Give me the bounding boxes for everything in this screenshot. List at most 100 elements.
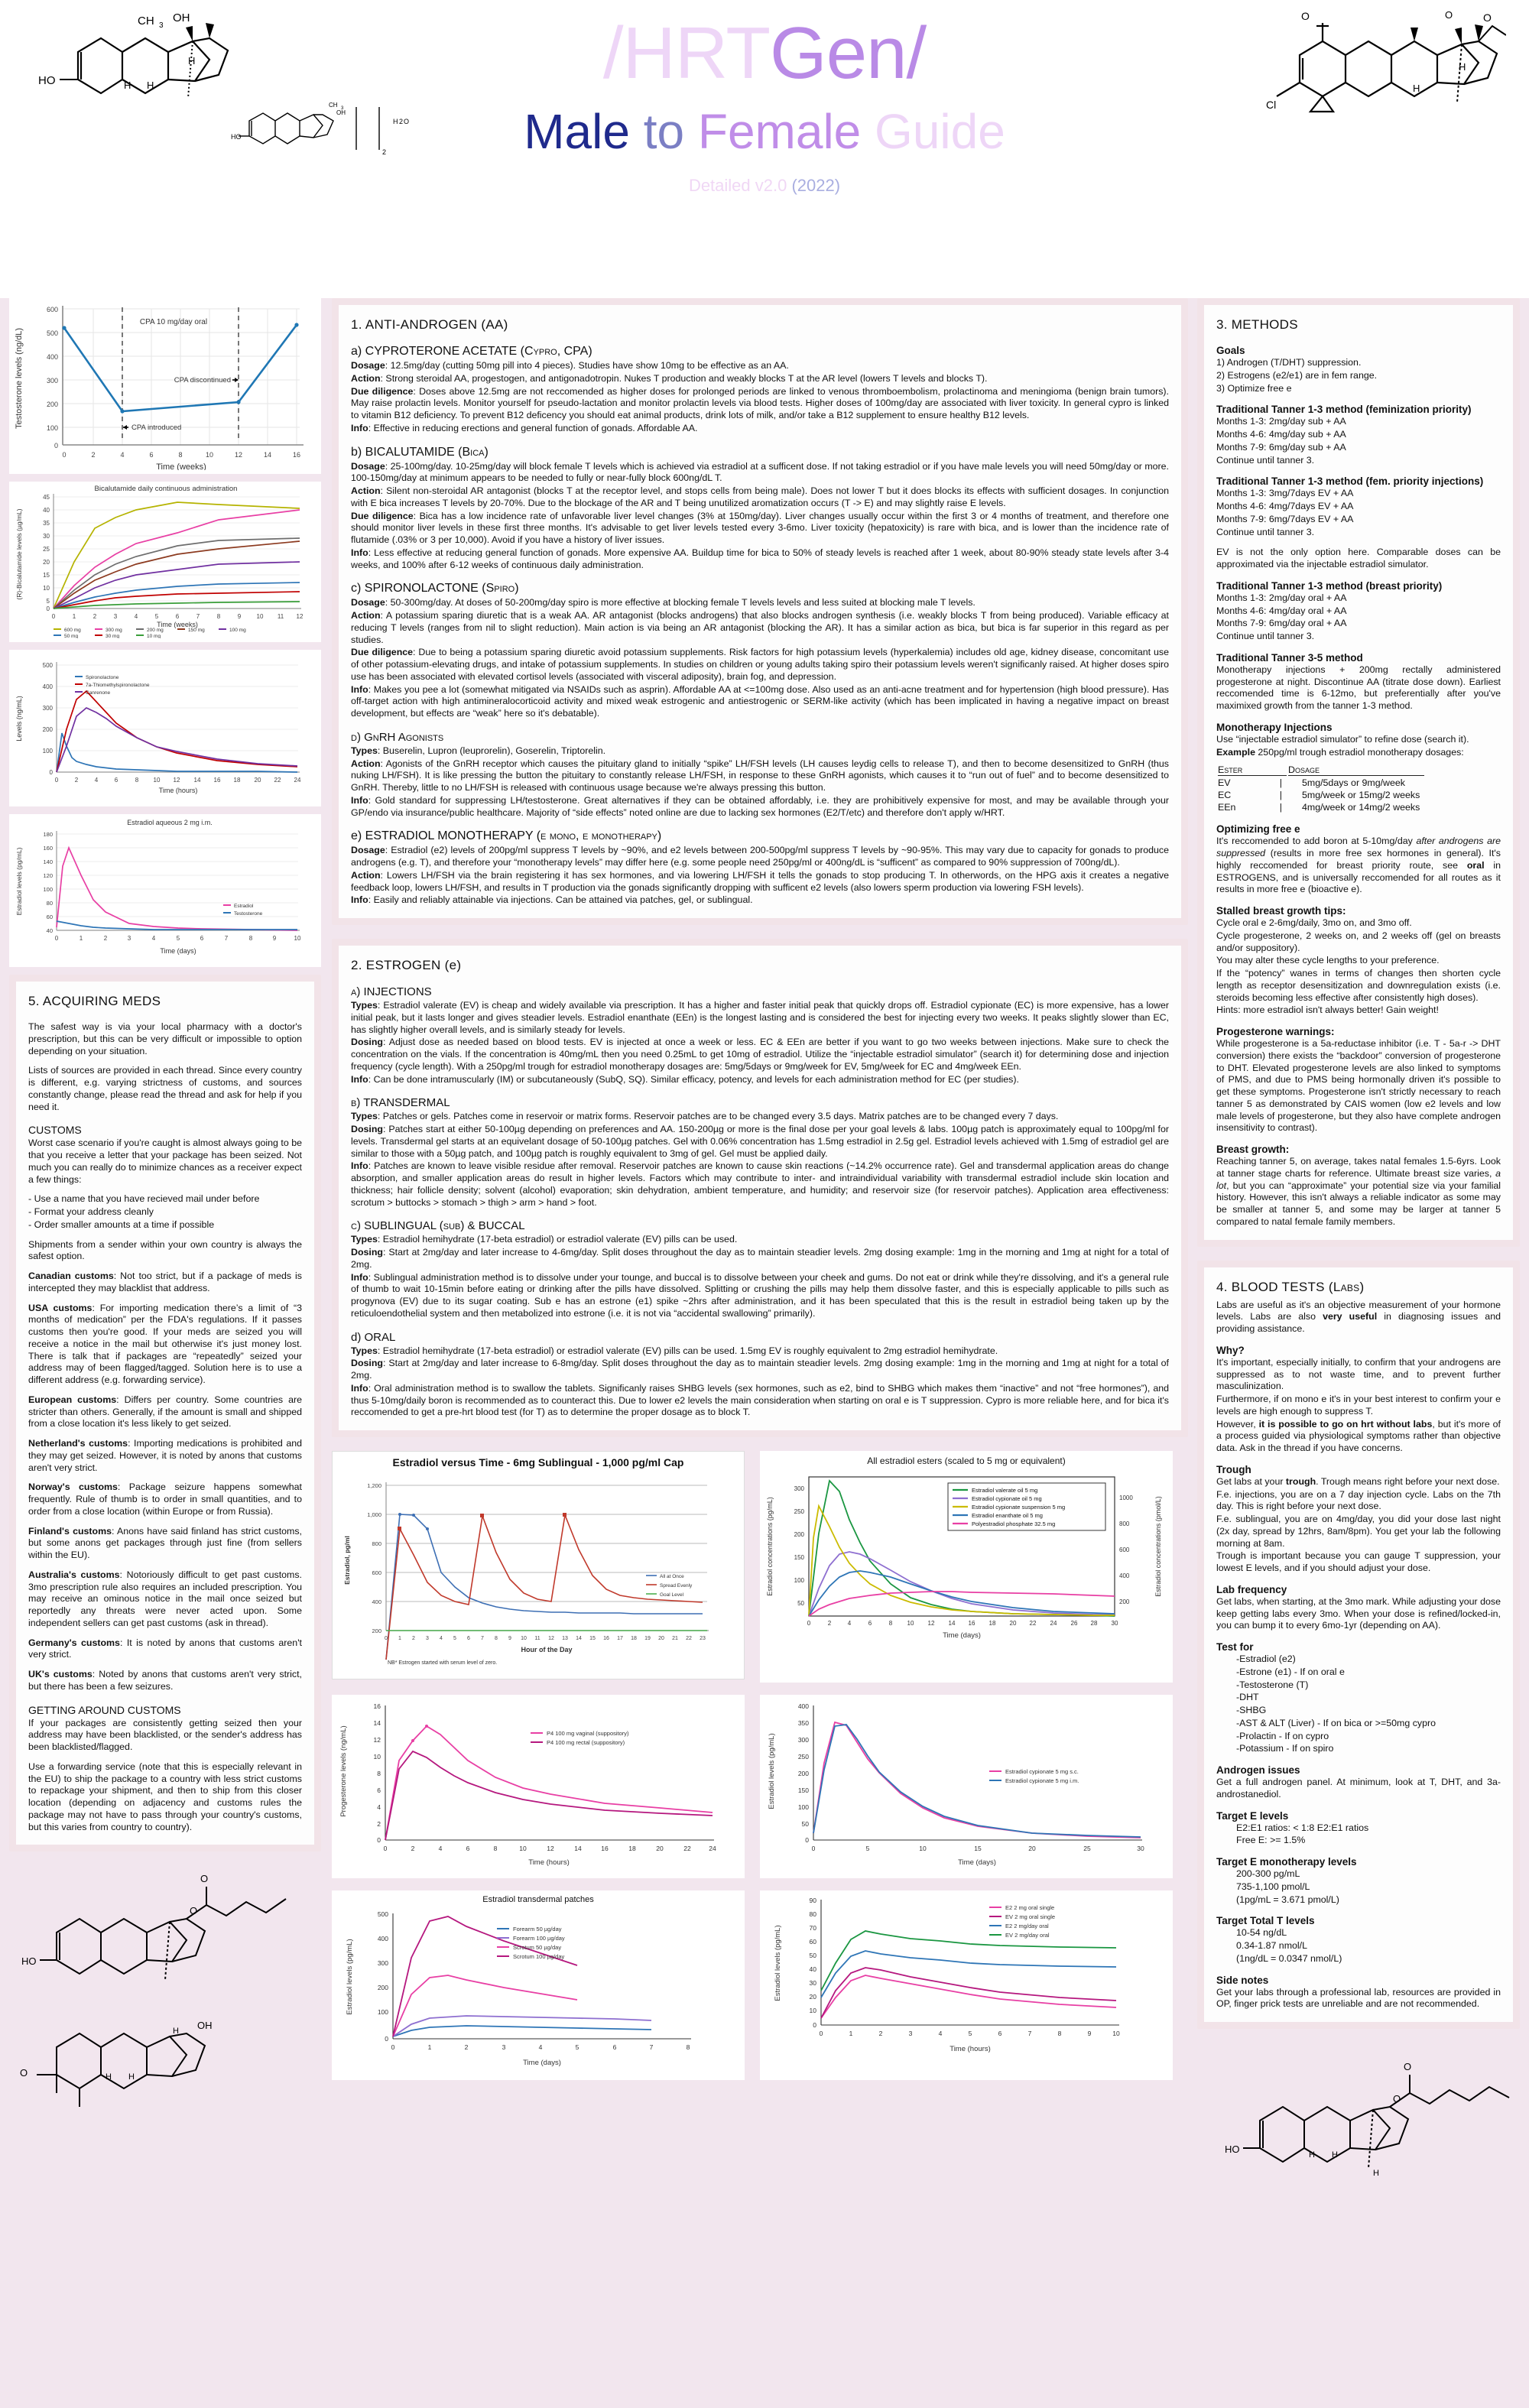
cyproterone-acetate-molecule: O H H O Cl O [1254,5,1506,157]
transdermal-heading: b) TRANSDERMAL [351,1096,450,1110]
mono-info-text: : Easily and reliably attainable via inj… [368,894,753,906]
svg-text:Estradiol valerate oil 5 mg: Estradiol valerate oil 5 mg [972,1487,1037,1494]
method3-line-0: Months 1-3: 2mg/day oral + AA [1216,592,1347,603]
chart-patches-title: Estradiol transdermal patches [482,1895,594,1904]
cypro-heading-a: a) CYPROTERONE ACETATE ( [351,345,524,358]
section4-heading-sc: Labs [1333,1279,1360,1294]
svg-text:0: 0 [55,777,59,784]
svg-text:8: 8 [249,935,253,942]
cypro-heading: a) CYPROTERONE ACETATE (Cypro, CPA) [351,345,1169,359]
oral-dosing-label: Dosing [351,1358,383,1369]
version-text: Detailed v2.0 [688,176,792,195]
svg-text:600: 600 [47,306,58,313]
inj-dosing-text: : Adjust dose as needed based on blood t… [351,1037,1169,1072]
svg-text:1,200: 1,200 [367,1482,381,1489]
table-row: EV | 5mg/5days or 9mg/week [1218,777,1424,788]
spiro-dosage-text: : 50-300mg/day. At doses of 50-200mg/day… [385,597,976,608]
svg-text:Testosterone: Testosterone [234,911,263,917]
svg-text:140: 140 [43,858,53,865]
svg-text:400: 400 [378,1935,388,1942]
svg-text:Estradiol enanthate oil 5 mg: Estradiol enanthate oil 5 mg [972,1512,1043,1519]
ester-name-0: EV | [1218,777,1282,789]
cypro-dd: Due diligence: Doses above 12.5mg are no… [351,386,1169,422]
bica-info-label: Info [351,547,368,558]
svg-text:0: 0 [391,2043,395,2051]
svg-text:400: 400 [1119,1572,1130,1579]
trough-4: Trough is important because you can gaug… [1216,1550,1501,1573]
svg-text:Estradiol levels (pg/mL): Estradiol levels (pg/mL) [774,1925,782,2001]
svg-text:E2 2 mg/day oral: E2 2 mg/day oral [1005,1923,1049,1929]
svg-text:(R)-Bicalutamide levels (µg/mL: (R)-Bicalutamide levels (µg/mL) [15,508,23,599]
mono-heading: e) ESTRADIOL MONOTHERAPY (e mono, e mono… [351,829,1169,843]
svg-text:16: 16 [969,1620,976,1627]
svg-text:0: 0 [812,1845,816,1852]
sublingual-heading: c) SUBLINGUAL (sub) & BUCCAL [351,1219,525,1233]
sub-info-label: Info [351,1271,368,1283]
oral-types-text: : Estradiol hemihydrate (17-beta estradi… [377,1345,998,1356]
svg-text:P4 100 mg vaginal (suppository: P4 100 mg vaginal (suppository) [547,1730,629,1737]
method1-line-0: Months 1-3: 2mg/day sub + AA [1216,416,1346,427]
country-finland-text: : Anons have said finland has strict cus… [28,1525,302,1561]
target-e-title: Target E levels [1216,1809,1289,1822]
svg-text:OH: OH [336,109,346,116]
svg-text:14: 14 [949,1620,956,1627]
opt-a: It's reccomended to add boron at 5-10mg/… [1216,836,1417,847]
svg-text:24: 24 [709,1845,716,1852]
svg-text:10: 10 [294,935,301,942]
svg-text:15: 15 [589,1636,596,1641]
svg-text:10: 10 [257,613,264,620]
stalled-2: You may alter these cycle lengths to you… [1216,955,1440,966]
chart-oral-estradiol: 90 80 70 60 50 40 30 20 10 0 0 1 2 3 4 5 6 7 8 9 10 Est… [760,1890,1173,2080]
svg-text:100: 100 [798,1803,809,1811]
svg-text:300: 300 [794,1485,805,1492]
sub-types-label: Types [351,1234,378,1245]
oral-types-label: Types [351,1345,378,1356]
chart-all-esters: All estradiol esters (scaled to 5 mg or … [760,1451,1173,1683]
svg-text:2: 2 [382,148,386,156]
section-methods: 3. METHODS Goals 1) Androgen (T/DHT) sup… [1197,298,1520,1247]
svg-text:Cl: Cl [1266,99,1276,111]
svg-text:H: H [1309,2150,1315,2160]
svg-text:10: 10 [154,777,161,784]
svg-text:18: 18 [989,1620,996,1627]
svg-text:100: 100 [47,424,58,432]
svg-text:10: 10 [810,2007,817,2014]
ester-dose-1: 5mg/week or 15mg/2 weeks [1302,790,1420,801]
method2-line-2: Months 7-9: 6mg/7days EV + AA [1216,513,1354,524]
svg-text:5: 5 [453,1636,456,1641]
svg-text:20: 20 [255,777,261,784]
country-europe-label: European customs [28,1394,117,1405]
svg-text:0: 0 [385,1636,388,1641]
svg-text:12: 12 [374,1736,381,1744]
cypro-info: Info: Effective in reducing erections an… [351,423,1169,435]
svg-text:O: O [1445,9,1453,21]
svg-text:6: 6 [467,1636,470,1641]
svg-text:28: 28 [1091,1620,1098,1627]
svg-text:Canrenone: Canrenone [86,690,111,696]
trans-types-text: : Patches or gels. Patches come in reser… [377,1111,1059,1122]
svg-text:9: 9 [238,613,242,620]
target-t-0: 10-54 ng/dL [1236,1927,1287,1939]
country-finland: Finland's customs: Anons have said finla… [28,1526,302,1562]
spiro-dd: Due diligence: Due to being a potassium … [351,647,1169,683]
svg-text:6: 6 [466,1845,470,1852]
svg-text:3: 3 [426,1636,429,1641]
svg-text:6: 6 [200,935,204,942]
section-acquiring-meds: 5. ACQUIRING MEDS The safest way is via … [9,975,321,1852]
cypro-info-text: : Effective in reducing erections and ge… [368,422,698,433]
stalled-1: Cycle progesterone, 2 weeks on, and 2 we… [1216,930,1501,953]
trans-dosing-text: : Patches start at either 50-100µg depen… [351,1124,1169,1159]
svg-text:6: 6 [998,2030,1002,2037]
side-notes-text: Get your labs through a professional lab… [1216,1986,1501,2010]
svg-text:25: 25 [43,546,50,553]
section4-heading-b: ) [1359,1279,1365,1294]
svg-text:15: 15 [974,1845,982,1852]
middle-column: 1. ANTI-ANDROGEN (AA) a) CYPROTERONE ACE… [332,298,1188,2088]
inj-types-label: Types [351,1000,378,1011]
section1-heading: 1. ANTI-ANDROGEN (AA) [351,317,508,332]
svg-text:5: 5 [177,935,180,942]
svg-text:2: 2 [879,2030,883,2037]
spiro-action-label: Action [351,610,381,621]
country-australia: Australia's customs: Notoriously difficu… [28,1569,302,1630]
gnrh-info-label: Info [351,794,368,806]
